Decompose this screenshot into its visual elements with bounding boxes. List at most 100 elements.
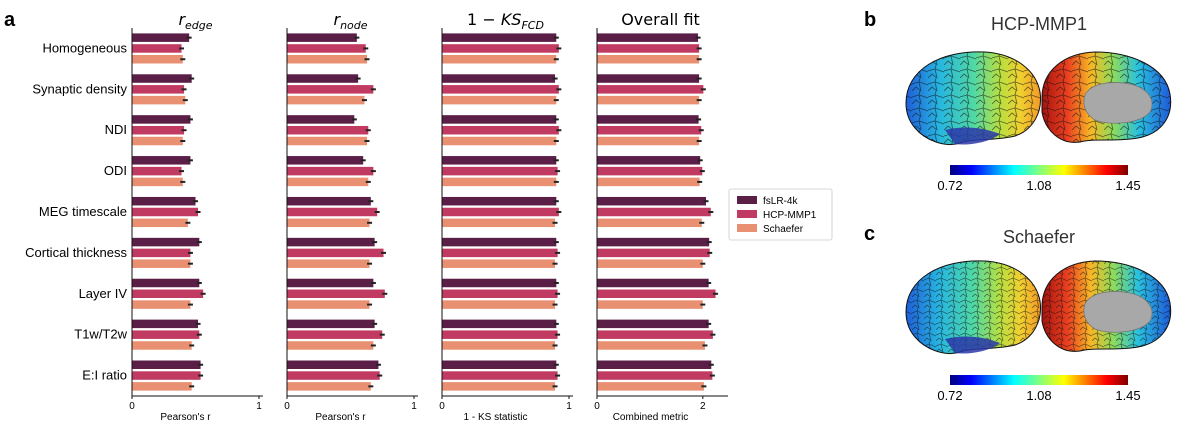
subplot-1-bar-t1w-t2w-hcp-mmp1	[132, 330, 200, 339]
subplot-2-bar-homogeneous-hcp-mmp1	[287, 44, 366, 53]
subplot-3-bar-odi-hcp-mmp1	[442, 166, 558, 176]
colorbar-schaefer-mid: 1.08	[1026, 388, 1051, 403]
subplot-3-bar-cortical-thickness-hcp-mmp1	[442, 248, 558, 258]
panel-label-a: a	[4, 9, 16, 31]
subplot-3-bar-homogeneous-schaefer	[442, 54, 557, 64]
subplot-1-bar-layer-iv-fslr-4k	[132, 278, 200, 288]
subplot-2-bar-e-i-ratio-schaefer	[287, 382, 371, 391]
subplot-2-xlabel: Pearson's r	[315, 412, 366, 423]
subplot-1-title: redge	[178, 10, 212, 32]
subplot-4-bar-meg-timescale-schaefer	[597, 218, 702, 228]
subplot-2-bar-odi-hcp-mmp1	[287, 166, 374, 176]
subplot-4-bar-odi-fslr-4k	[597, 156, 701, 165]
subplot-3-title: 1 − KSFCD	[467, 10, 544, 32]
subplot-3-bar-ndi-hcp-mmp1	[442, 125, 559, 135]
subplot-2-bar-cortical-thickness-schaefer	[287, 259, 370, 268]
colorbar-hcp-max: 1.45	[1115, 178, 1140, 193]
subplot-2-bar-ndi-hcp-mmp1	[287, 125, 369, 135]
subplot-1-bar-layer-iv-hcp-mmp1	[132, 289, 204, 299]
subplot-2-bar-ndi-fslr-4k	[287, 115, 355, 124]
subplot-2-bar-ndi-schaefer	[287, 136, 368, 146]
category-label-homogeneous: Homogeneous	[42, 40, 127, 55]
category-label-odi: ODI	[104, 163, 127, 178]
subplot-2-bar-synaptic-density-fslr-4k	[287, 74, 359, 83]
subplot-2-bar-meg-timescale-schaefer	[287, 218, 370, 228]
legend-label-schaefer: Schaefer	[763, 224, 804, 235]
subplot-2-bar-e-i-ratio-hcp-mmp1	[287, 371, 380, 380]
subplot-3-bar-synaptic-density-hcp-mmp1	[442, 85, 559, 94]
subplot-4-bar-layer-iv-schaefer	[597, 300, 703, 309]
subplot-3-bar-cortical-thickness-schaefer	[442, 259, 556, 268]
subplot-3-bar-odi-fslr-4k	[442, 156, 557, 165]
subplot-3-bar-meg-timescale-schaefer	[442, 218, 556, 228]
subplot-3-bar-t1w-t2w-schaefer	[442, 341, 556, 350]
subplot-1-bar-cortical-thickness-fslr-4k	[132, 237, 200, 247]
subplot-2-title: rnode	[333, 10, 367, 32]
subplot-4-bar-odi-hcp-mmp1	[597, 166, 703, 176]
subplot-2-bar-synaptic-density-hcp-mmp1	[287, 85, 374, 94]
subplot-4-bar-cortical-thickness-hcp-mmp1	[597, 248, 710, 258]
category-label-layer-iv: Layer IV	[79, 286, 128, 301]
category-label-synaptic-density: Synaptic density	[32, 81, 127, 96]
subplot-2-tick-label-0: 0	[284, 401, 290, 412]
subplot-2-tick-label-1: 1	[411, 401, 417, 412]
colorbar-hcp-mid: 1.08	[1026, 178, 1051, 193]
subplot-1-bar-synaptic-density-hcp-mmp1	[132, 85, 185, 94]
subplot-2-bar-synaptic-density-schaefer	[287, 95, 365, 105]
subplot-1-bar-homogeneous-hcp-mmp1	[132, 44, 182, 53]
brain-title-hcp: HCP-MMP1	[991, 14, 1087, 34]
subplot-2-bar-t1w-t2w-fslr-4k	[287, 319, 375, 329]
legend: fsLR-4k HCP-MMP1 Schaefer	[728, 188, 833, 241]
subplot-1-bar-e-i-ratio-fslr-4k	[132, 360, 201, 370]
subplot-3-bar-layer-iv-schaefer	[442, 300, 556, 309]
category-label-cortical-thickness: Cortical thickness	[25, 245, 127, 260]
subplot-3-bar-synaptic-density-fslr-4k	[442, 74, 556, 83]
panel-label-b: b	[864, 9, 876, 31]
brain-medial-schaefer	[1041, 260, 1172, 352]
brain-lateral-schaefer	[905, 260, 1042, 354]
subplot-2-bar-meg-timescale-fslr-4k	[287, 196, 371, 206]
subplot-2-bar-homogeneous-schaefer	[287, 54, 368, 64]
subplot-3-bar-homogeneous-hcp-mmp1	[442, 44, 559, 53]
subplot-4-bar-e-i-ratio-schaefer	[597, 382, 704, 391]
colorbar-hcp	[950, 165, 1128, 175]
subplot-4-bar-layer-iv-fslr-4k	[597, 278, 709, 288]
subplot-4-bar-synaptic-density-schaefer	[597, 95, 700, 105]
subplot-3-bar-odi-schaefer	[442, 177, 557, 187]
subplot-2-bar-t1w-t2w-hcp-mmp1	[287, 330, 383, 339]
subplot-2-bar-cortical-thickness-fslr-4k	[287, 237, 375, 247]
subplot-3-xlabel: 1 - KS statistic	[464, 412, 528, 423]
subplot-1-bar-homogeneous-schaefer	[132, 54, 183, 64]
subplot-3-bar-ndi-fslr-4k	[442, 115, 557, 124]
subplot-2-bar-odi-schaefer	[287, 177, 369, 187]
subplot-4-bar-meg-timescale-fslr-4k	[597, 196, 707, 206]
panel-label-c: c	[864, 223, 875, 245]
subplot-1-bar-e-i-ratio-hcp-mmp1	[132, 371, 201, 380]
subplot-3-bar-meg-timescale-hcp-mmp1	[442, 207, 559, 217]
subplot-2-bar-layer-iv-fslr-4k	[287, 278, 374, 288]
subplot-4-bar-t1w-t2w-hcp-mmp1	[597, 330, 713, 339]
subplot-4-xlabel: Combined metric	[613, 412, 689, 423]
subplot-1-bar-odi-fslr-4k	[132, 156, 191, 165]
subplot-3-bar-ndi-schaefer	[442, 136, 557, 146]
subplot-1-bar-homogeneous-fslr-4k	[132, 33, 190, 42]
subplot-4-bar-synaptic-density-hcp-mmp1	[597, 85, 704, 94]
subplot-2-bar-homogeneous-fslr-4k	[287, 33, 357, 42]
subplot-1-bar-e-i-ratio-schaefer	[132, 382, 192, 391]
colorbar-schaefer-max: 1.45	[1115, 388, 1140, 403]
subplot-1-bar-synaptic-density-schaefer	[132, 95, 186, 105]
category-label-ndi: NDI	[105, 122, 127, 137]
subplot-2-bar-meg-timescale-hcp-mmp1	[287, 207, 378, 217]
subplot-4-bar-odi-schaefer	[597, 177, 700, 187]
subplot-4-title: Overall fit	[621, 10, 700, 29]
colorbar-schaefer	[950, 375, 1128, 385]
subplot-3-bar-t1w-t2w-hcp-mmp1	[442, 330, 558, 339]
subplot-3-bar-layer-iv-hcp-mmp1	[442, 289, 558, 299]
subplot-1-bar-meg-timescale-fslr-4k	[132, 196, 196, 206]
subplot-1-bar-t1w-t2w-fslr-4k	[132, 319, 199, 329]
subplot-3-bar-cortical-thickness-fslr-4k	[442, 237, 557, 247]
subplot-2-bar-e-i-ratio-fslr-4k	[287, 360, 379, 370]
subplot-1-tick-label-1: 1	[256, 401, 262, 412]
subplot-3-bar-t1w-t2w-fslr-4k	[442, 319, 557, 329]
